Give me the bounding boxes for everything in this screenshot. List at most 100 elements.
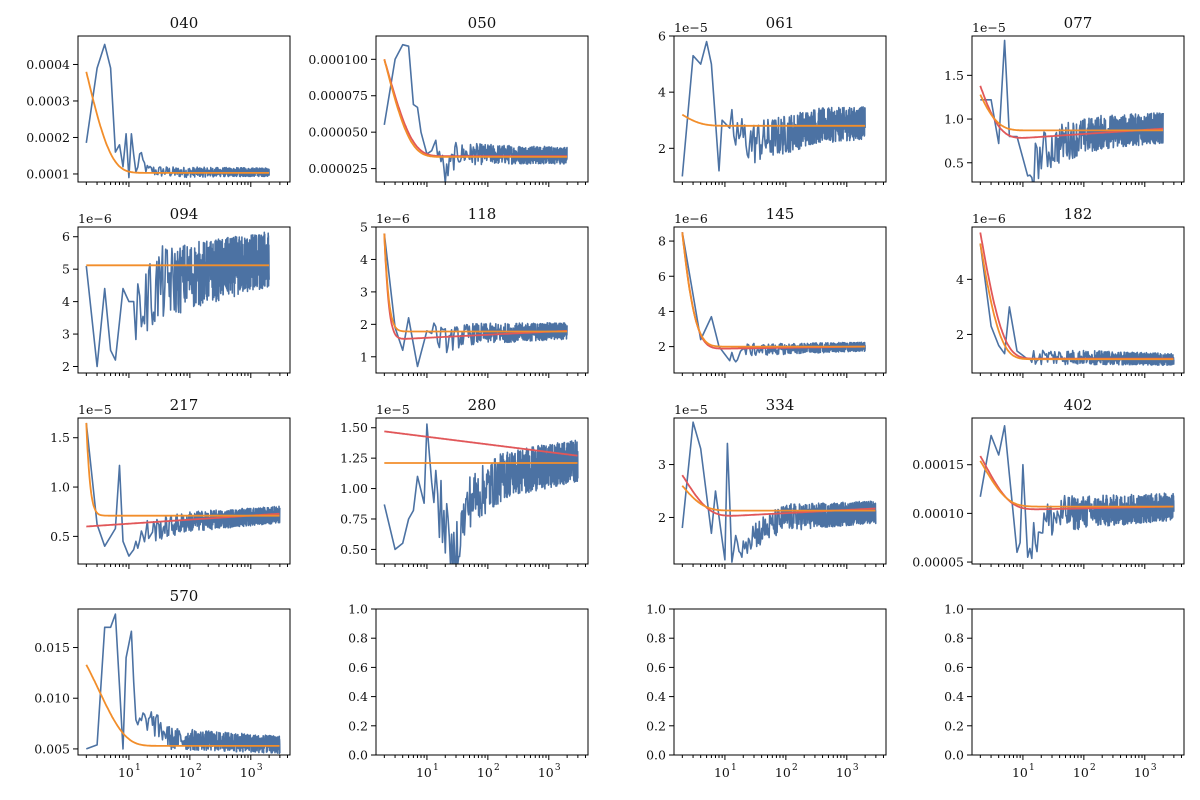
- y-tick-label: 6: [658, 269, 666, 284]
- subplot-118: 1 2 3 4 5 118 1e−6: [360, 205, 589, 378]
- y-offset-label: 1e−6: [376, 211, 410, 226]
- x-tick-label: 10: [477, 765, 493, 780]
- plot-area: [979, 232, 1175, 367]
- subplot-title: 118: [468, 205, 497, 223]
- data-line: [980, 39, 1164, 182]
- subplot-145: 2 4 6 8 145 1e−6: [658, 205, 887, 378]
- data-line: [681, 232, 866, 363]
- y-tick-label: 1.25: [340, 451, 368, 466]
- y-tick-label: 0.2: [944, 718, 964, 733]
- y-tick-label: 0.5: [944, 155, 964, 170]
- y-tick-label: 0.2: [348, 718, 368, 733]
- x-tick-exponent: 3: [853, 763, 859, 773]
- y-tick-label: 6: [658, 29, 666, 44]
- y-tick-label: 0.0002: [26, 130, 70, 145]
- y-tick-label: 1.00: [340, 481, 368, 496]
- subplot-title: 040: [170, 14, 199, 32]
- plot-area: [383, 43, 568, 182]
- y-offset-label: 1e−5: [376, 402, 410, 417]
- y-tick-label: 1.5: [50, 430, 70, 445]
- subplot-title: 094: [170, 205, 199, 223]
- y-tick-label: 0.8: [348, 631, 368, 646]
- y-tick-label: 0.50: [340, 542, 368, 557]
- y-tick-label: 4: [658, 304, 666, 319]
- x-tick-exponent: 1: [433, 763, 439, 773]
- subplot-402: 0.00005 0.00010 0.00015 402: [912, 396, 1185, 570]
- y-tick-label: 1.0: [646, 602, 666, 617]
- y-offset-label: 1e−5: [972, 20, 1006, 35]
- y-tick-label: 3: [360, 284, 368, 299]
- plot-area: [85, 422, 281, 557]
- y-tick-label: 0.00015: [912, 457, 964, 472]
- axes-frame: [971, 226, 1185, 374]
- data-line: [681, 421, 877, 563]
- y-tick-label: 0.5: [50, 529, 70, 544]
- y-tick-label: 4: [956, 272, 964, 287]
- plot-area: [85, 231, 270, 368]
- axes-frame: [77, 35, 291, 183]
- subplot-title: 182: [1064, 205, 1093, 223]
- x-tick-exponent: 3: [555, 763, 561, 773]
- y-tick-label: 0.4: [646, 689, 666, 704]
- fit-line-orange: [979, 460, 1174, 508]
- y-tick-label: 1.0: [50, 480, 70, 495]
- y-tick-label: 0.0: [646, 748, 666, 763]
- fit-line-red: [384, 430, 578, 457]
- x-tick-exponent: 2: [1090, 763, 1096, 773]
- y-offset-label: 1e−5: [674, 402, 708, 417]
- subplot-077: 0.5 1.0 1.5 077 1e−5: [944, 14, 1185, 187]
- y-tick-label: 1.50: [340, 420, 368, 435]
- subplot-280: 0.50 0.75 1.00 1.25 1.50 280 1e−5: [340, 396, 589, 569]
- y-tick-label: 0.8: [646, 631, 666, 646]
- y-tick-label: 3: [62, 327, 70, 342]
- plot-area: [383, 423, 579, 564]
- subplot-title: 145: [766, 205, 795, 223]
- y-offset-label: 1e−6: [972, 211, 1006, 226]
- subplot-empty-14: 0.00.20.40.60.81.010 1 10 2 10 3: [646, 602, 887, 780]
- subplot-040: 0.0001 0.0002 0.0003 0.0004 040: [26, 14, 291, 187]
- y-tick-label: 0.010: [34, 691, 70, 706]
- data-line: [979, 424, 1175, 560]
- plot-area: [681, 232, 866, 363]
- axes-frame: [77, 417, 291, 565]
- axes-frame: [673, 608, 887, 756]
- data-line: [383, 423, 579, 564]
- y-tick-label: 0.0001: [26, 166, 70, 181]
- y-tick-label: 0.0: [944, 748, 964, 763]
- fit-line-red: [681, 232, 866, 350]
- y-tick-label: 0.0004: [26, 57, 70, 72]
- subplot-334: 2 3 334 1e−5: [658, 396, 887, 569]
- y-offset-label: 1e−5: [674, 20, 708, 35]
- subplot-title: 077: [1064, 14, 1093, 32]
- y-offset-label: 1e−5: [78, 402, 112, 417]
- plot-area: [979, 39, 1164, 182]
- subplot-title: 280: [468, 396, 497, 414]
- y-tick-label: 1: [360, 349, 368, 364]
- subplot-empty-15: 0.00.20.40.60.81.010 1 10 2 10 3: [944, 602, 1185, 780]
- x-tick-label: 10: [1073, 765, 1089, 780]
- y-tick-label: 0.00010: [912, 506, 964, 521]
- y-tick-label: 0.000075: [308, 88, 368, 103]
- y-offset-label: 1e−6: [78, 211, 112, 226]
- y-tick-label: 1.0: [944, 112, 964, 127]
- y-offset-label: 1e−6: [674, 211, 708, 226]
- data-line: [86, 613, 281, 755]
- data-line: [85, 422, 281, 557]
- y-tick-label: 1.0: [348, 602, 368, 617]
- fit-line-orange: [681, 485, 876, 512]
- data-line: [85, 231, 270, 368]
- x-tick-exponent: 2: [494, 763, 500, 773]
- plot-area: [85, 613, 281, 755]
- subplot-title: 061: [766, 14, 795, 32]
- fit-line-orange: [979, 94, 1164, 132]
- y-tick-label: 0.000025: [308, 161, 368, 176]
- subplot-094: 2 3 4 5 6 094 1e−6: [62, 205, 291, 378]
- x-tick-label: 10: [538, 765, 554, 780]
- subplot-empty-13: 0.00.20.40.60.81.010 1 10 2 10 3: [348, 602, 589, 780]
- x-tick-label: 10: [179, 765, 195, 780]
- axes-frame: [77, 608, 291, 756]
- y-tick-label: 0.00005: [912, 555, 964, 570]
- x-tick-exponent: 3: [1151, 763, 1157, 773]
- plot-area: [383, 233, 568, 368]
- y-tick-label: 0.6: [944, 660, 964, 675]
